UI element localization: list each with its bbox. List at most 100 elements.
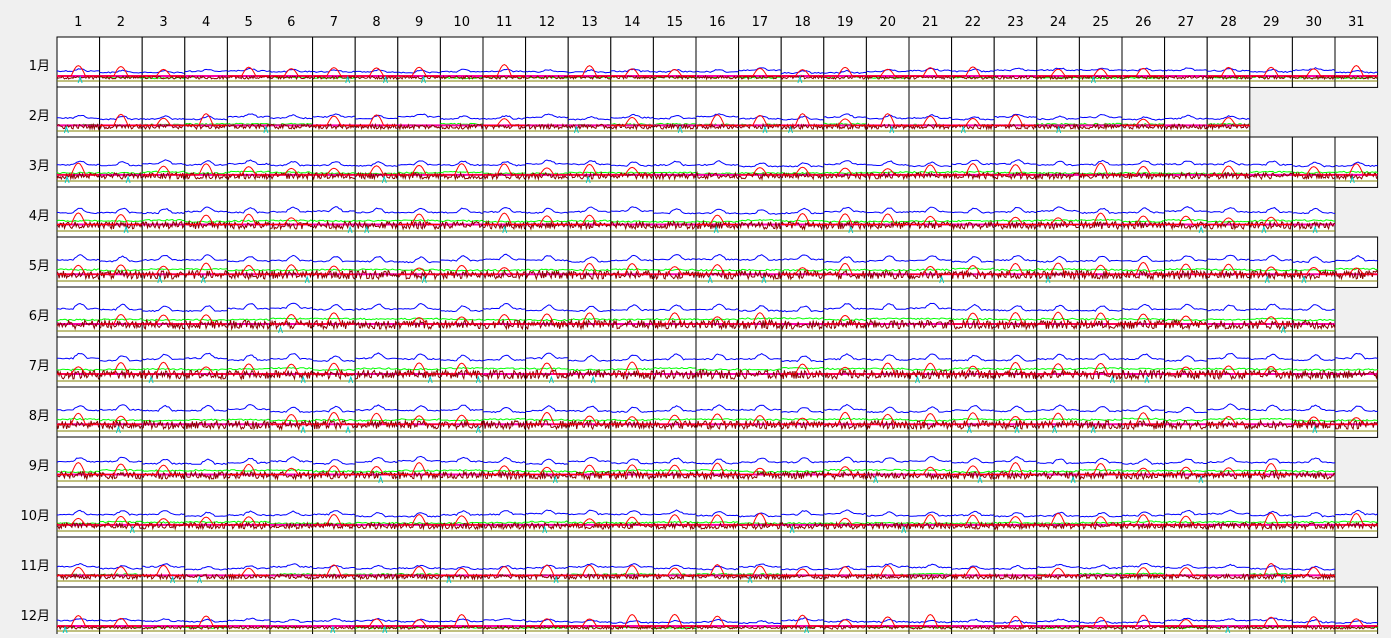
series-blue-line [99, 355, 143, 362]
series-dark-red-line [695, 74, 740, 81]
column-label-27: 27 [1178, 15, 1195, 30]
day-cell-2-20 [865, 86, 910, 138]
series-red-line [1122, 467, 1165, 475]
row-label-month-1: 1月 [29, 59, 50, 74]
series-blue-line [738, 162, 782, 168]
day-cell-5-29 [1249, 236, 1293, 288]
series-blue-line [1207, 207, 1250, 213]
series-blue-line [610, 304, 654, 312]
day-cell-10-18 [780, 486, 825, 538]
series-green-line [397, 418, 441, 421]
series-red-line [397, 619, 441, 627]
series-cyan-line [502, 225, 508, 234]
day-cell-6-9 [397, 286, 441, 338]
series-dark-red-line [1164, 573, 1208, 581]
series-blue-line [269, 456, 313, 463]
series-dark-red-line [482, 368, 527, 381]
day-cell-1-20 [865, 36, 910, 88]
day-cell-2-1 [56, 86, 101, 138]
series-red-line [610, 464, 654, 475]
day-cell-frame [226, 86, 271, 138]
series-dark-red-line [439, 171, 484, 181]
series-red-line [866, 564, 909, 576]
series-blue-line [568, 563, 611, 569]
series-blue-line [440, 207, 484, 214]
series-blue-line [908, 456, 952, 463]
day-cell-frame [439, 536, 484, 588]
series-green-line [951, 317, 995, 321]
day-cell-12-29 [1249, 586, 1293, 638]
series-blue-line [99, 115, 143, 121]
series-blue-line [951, 116, 995, 121]
day-cell-frame [397, 286, 441, 338]
series-blue-line [951, 618, 995, 623]
day-cell-10-4 [184, 486, 228, 538]
day-cell-11-24 [1036, 536, 1080, 588]
series-cyan-line [915, 375, 920, 384]
column-label-4: 4 [202, 15, 210, 30]
series-cyan-line [747, 575, 753, 584]
day-cell-frame [1036, 486, 1080, 538]
column-label-11: 11 [496, 15, 513, 30]
series-blue-line [610, 254, 654, 262]
series-cyan-line [129, 525, 135, 534]
series-dark-red-line [312, 521, 356, 531]
series-green-line [440, 419, 484, 422]
series-green-line [1334, 418, 1378, 422]
series-red-line [397, 415, 441, 425]
series-red-line [99, 617, 143, 627]
series-red-line [270, 313, 313, 325]
day-cell-frame [1334, 336, 1379, 388]
series-red-line [440, 316, 483, 325]
day-cell-frame [993, 386, 1038, 438]
series-dark-red-line [1291, 268, 1336, 281]
series-blue-line [951, 457, 995, 464]
series-blue-line [908, 406, 952, 413]
series-blue-line [866, 303, 910, 310]
series-red-line [1164, 263, 1208, 275]
series-blue-line [1079, 159, 1123, 166]
series-red-line [1164, 466, 1208, 475]
day-cell-8-14 [610, 386, 654, 438]
series-dark-red-line [184, 269, 228, 280]
series-red-line [738, 167, 782, 176]
series-dark-red-line [56, 220, 101, 231]
series-dark-red-line [610, 74, 654, 80]
day-cell-5-31 [1334, 236, 1379, 288]
day-cell-7-17 [738, 336, 782, 388]
series-blue-line [1164, 355, 1208, 362]
day-cell-10-26 [1121, 486, 1166, 538]
series-green-line [525, 367, 569, 370]
series-cyan-line [789, 525, 795, 534]
day-cell-frame [865, 236, 910, 288]
series-green-line [908, 317, 952, 320]
series-cyan-line [300, 425, 306, 434]
series-green-line [1249, 367, 1293, 371]
day-cell-frame [567, 486, 612, 538]
series-blue-line [312, 206, 356, 213]
day-cell-9-25 [1078, 436, 1123, 488]
day-cell-frame [184, 86, 228, 138]
day-cell-frame [397, 486, 441, 538]
series-red-line [653, 567, 696, 576]
day-cell-6-26 [1121, 286, 1166, 338]
series-blue-line [312, 161, 356, 167]
series-green-line [993, 318, 1037, 321]
series-green-line [823, 367, 867, 371]
day-cell-6-20 [865, 286, 910, 338]
day-cell-9-30 [1291, 436, 1336, 488]
series-blue-line [1121, 160, 1165, 166]
series-dark-red-line [1121, 470, 1166, 481]
series-red-line [653, 68, 696, 77]
series-cyan-line [64, 175, 70, 184]
series-blue-line [397, 405, 441, 412]
series-blue-line [738, 404, 782, 411]
day-cell-1-23 [993, 36, 1038, 88]
series-dark-red-line [1036, 624, 1080, 630]
series-dark-red-line [951, 318, 995, 330]
series-green-line [951, 522, 995, 525]
series-red-line [696, 214, 739, 225]
series-blue-line [781, 254, 825, 261]
day-cell-3-10 [439, 136, 484, 188]
series-dark-red-line [993, 368, 1038, 380]
